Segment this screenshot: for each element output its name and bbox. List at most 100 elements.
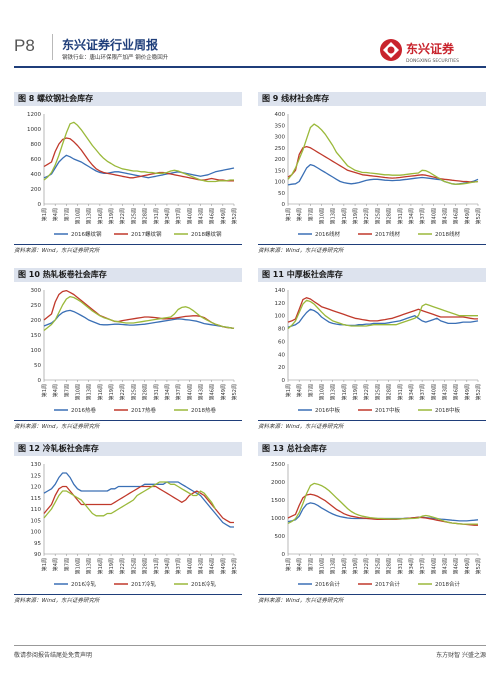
x-tick-label: 第13周 <box>330 384 337 400</box>
x-tick-label: 第52周 <box>475 208 482 224</box>
chart-medium-plate: 020406080100120140第1周 第4周 第7周 第10周 第13周 第16周第… <box>275 288 483 414</box>
chart-title: 图 10 热轧板卷社会库存 <box>14 268 242 282</box>
x-tick-label: 第1周 <box>285 384 292 397</box>
x-tick-label: 第19周 <box>108 558 115 574</box>
series-line-0 <box>43 154 235 179</box>
x-tick-label: 第28周 <box>142 384 149 400</box>
x-tick-label: 第43周 <box>197 384 204 400</box>
legend-label: 2016线材 <box>315 230 340 238</box>
x-tick-label: 第16周 <box>341 558 348 574</box>
x-tick-label: 第46周 <box>453 208 460 224</box>
x-tick-label: 第28周 <box>386 208 393 224</box>
x-tick-label: 第13周 <box>330 558 337 574</box>
chart-title: 图 12 冷轧板社会库存 <box>14 442 242 456</box>
y-tick-label: 350 <box>275 123 286 129</box>
chart-panel-cold-rolled: 图 12 冷轧板社会库存 90 95 100 105 110 115 120 125 130 第1… <box>14 442 242 604</box>
x-tick-label: 第1周 <box>285 208 292 221</box>
x-tick-label: 第1周 <box>41 558 48 571</box>
chart-hot-rolled: 050100150200250300第1周 第4周 第7周 第10周 第13周 第16周第… <box>31 288 239 414</box>
x-tick-label: 第7周 <box>63 384 70 397</box>
x-tick-label: 第22周 <box>363 558 370 574</box>
y-tick-label: 100 <box>275 180 286 186</box>
y-tick-label: 150 <box>31 333 42 339</box>
x-tick-label: 第13周 <box>86 384 93 400</box>
footer-slogan: 东方财智 兴盛之源 <box>436 652 486 659</box>
x-tick-label: 第28周 <box>142 558 149 574</box>
series-line-0 <box>43 472 234 528</box>
x-tick-label: 第7周 <box>307 208 314 221</box>
dongxing-logo: 东兴证券 DONGXING SECURITIES <box>380 39 459 64</box>
x-tick-label: 第16周 <box>97 384 104 400</box>
x-tick-label: 第49周 <box>220 208 227 224</box>
footer-disclaimer: 敬请参阅报告结尾处免责声明 <box>14 652 93 659</box>
y-tick-label: 100 <box>31 530 42 536</box>
legend-label: 2017合计 <box>375 580 400 588</box>
x-tick-label: 第16周 <box>341 208 348 224</box>
y-tick-label: 0 <box>38 378 42 384</box>
legend-label: 2017中板 <box>375 406 400 414</box>
x-tick-label: 第49周 <box>464 558 471 574</box>
x-tick-label: 第4周 <box>52 384 59 397</box>
x-tick-label: 第7周 <box>63 558 70 571</box>
y-tick-label: 400 <box>275 112 286 118</box>
chart-wire-rod: 0 50 100 150 200 250 300 350 400 第1周 第4周 第7周 第10周 第13… <box>275 112 483 238</box>
series-line-0 <box>287 308 479 328</box>
report-title: 东兴证券行业周报 <box>62 38 159 52</box>
source-rule <box>14 244 242 245</box>
series-line-2 <box>287 299 478 330</box>
x-tick-label: 第1周 <box>285 558 292 571</box>
x-tick-label: 第43周 <box>441 208 448 224</box>
x-tick-label: 第34周 <box>164 384 171 400</box>
series-line-2 <box>287 482 478 525</box>
logo-emblem-icon <box>380 39 402 61</box>
chart-source: 资料来源：Wind，东兴证券研究所 <box>258 248 344 254</box>
x-tick-label: 第46周 <box>453 384 460 400</box>
y-tick-label: 200 <box>275 157 286 163</box>
y-tick-label: 20 <box>278 365 285 371</box>
y-tick-label: 110 <box>31 507 42 513</box>
x-tick-label: 第49周 <box>220 384 227 400</box>
chart-source: 资料来源：Wind，东兴证券研究所 <box>14 598 100 604</box>
x-tick-label: 第40周 <box>430 208 437 224</box>
chart-total: 0 500 1000 1500 2000 2500 第1周 第4周 第7周 第10周 第13周 第16… <box>271 462 482 588</box>
y-tick-label: 200 <box>31 318 42 324</box>
y-tick-label: 80 <box>278 327 285 333</box>
legend-label: 2017冷轧 <box>131 580 156 588</box>
x-tick-label: 第40周 <box>430 558 437 574</box>
x-tick-label: 第19周 <box>108 208 115 224</box>
x-tick-label: 第37周 <box>419 384 426 400</box>
x-tick-label: 第1周 <box>41 208 48 221</box>
x-tick-label: 第19周 <box>108 384 115 400</box>
x-tick-label: 第28周 <box>386 384 393 400</box>
y-tick-label: 500 <box>275 534 286 540</box>
y-tick-label: 40 <box>278 352 285 358</box>
chart-panel-wire-rod: 图 9 线材社会库存 0 50 100 150 200 250 300 350 400 第1周 第4… <box>258 92 486 254</box>
y-tick-label: 100 <box>275 314 286 320</box>
series-line-2 <box>43 481 216 519</box>
chart-title: 图 9 线材社会库存 <box>258 92 486 106</box>
x-tick-label: 第52周 <box>231 558 238 574</box>
legend-label: 2016热卷 <box>71 406 96 414</box>
legend-label: 2017热卷 <box>131 406 156 414</box>
x-tick-label: 第4周 <box>296 384 303 397</box>
chart-title: 图 8 螺纹钢社会库存 <box>14 92 242 106</box>
legend-label: 2017螺纹钢 <box>131 230 162 238</box>
series-line-1 <box>287 145 479 183</box>
logo-text: 东兴证券 <box>406 41 455 56</box>
y-tick-label: 130 <box>31 462 42 468</box>
y-tick-label: 140 <box>275 288 286 294</box>
legend-label: 2017线材 <box>375 230 400 238</box>
x-tick-label: 第25周 <box>374 558 381 574</box>
x-tick-label: 第25周 <box>374 384 381 400</box>
x-tick-label: 第25周 <box>130 558 137 574</box>
x-tick-label: 第13周 <box>330 208 337 224</box>
y-tick-label: 100 <box>31 348 42 354</box>
x-tick-label: 第4周 <box>296 208 303 221</box>
x-tick-label: 第34周 <box>164 208 171 224</box>
y-tick-label: 800 <box>31 142 42 148</box>
source-rule <box>14 594 242 595</box>
x-tick-label: 第37周 <box>175 384 182 400</box>
y-tick-label: 200 <box>31 187 42 193</box>
